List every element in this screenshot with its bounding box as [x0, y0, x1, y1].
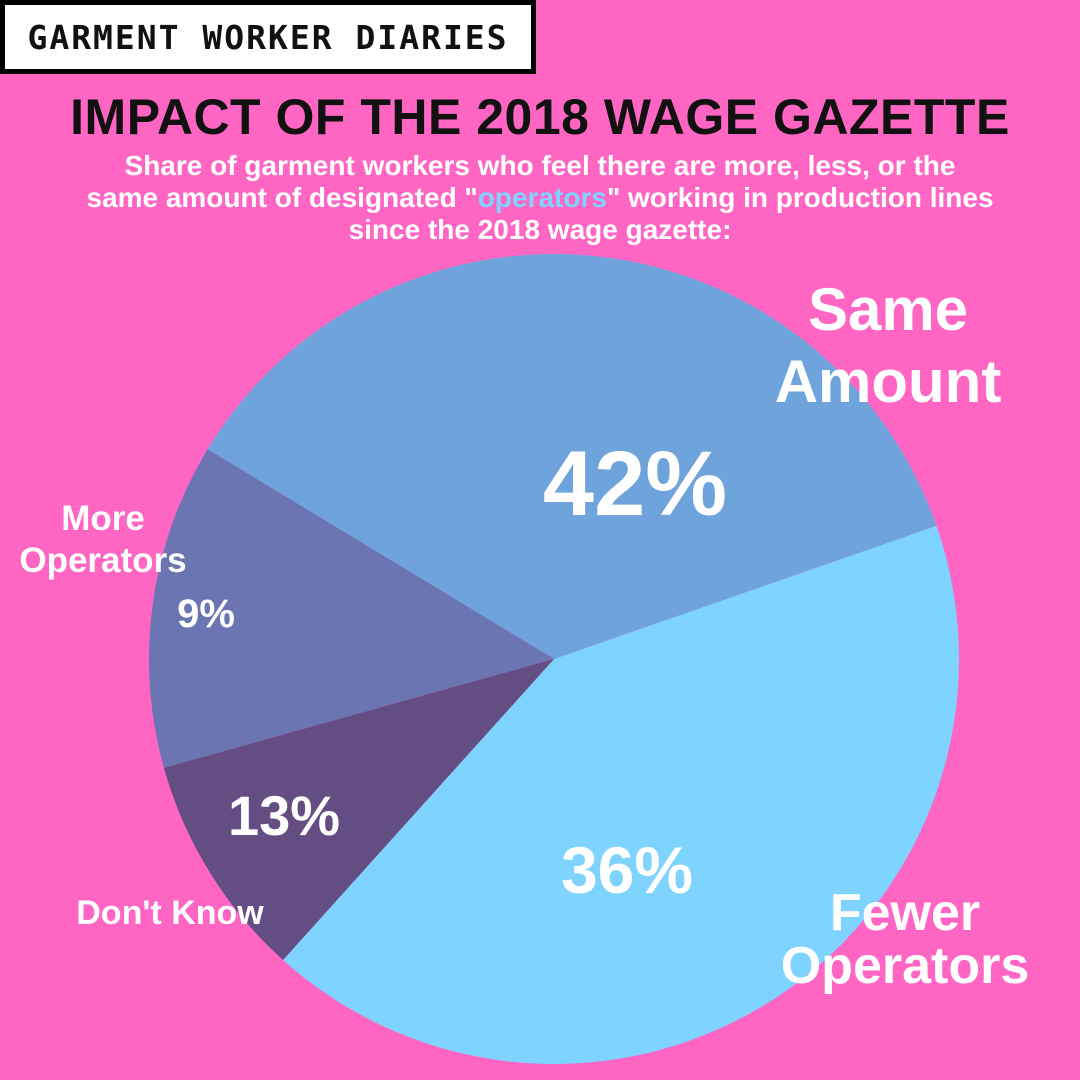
- slice-name-label-don-t-know: Don't Know: [76, 894, 264, 932]
- subtitle-line-2-start: same amount of designated ": [86, 182, 478, 213]
- pie-slice-more-operators: [163, 659, 554, 960]
- slice-value-label-more-operators: 9%: [177, 592, 235, 636]
- subtitle: Share of garment workers who feel there …: [0, 150, 1080, 246]
- subtitle-line-2: same amount of designated "operators" wo…: [0, 182, 1080, 214]
- slice-name-label-same-amount: Same Amount: [775, 276, 1002, 415]
- slice-value-label-don-t-know: 13%: [228, 784, 340, 847]
- brand-label: GARMENT WORKER DIARIES: [0, 0, 536, 74]
- subtitle-line-1: Share of garment workers who feel there …: [124, 150, 956, 181]
- subtitle-line-3: since the 2018 wage gazette:: [348, 214, 732, 245]
- slice-value-label-fewer-operators: 36%: [561, 833, 693, 907]
- slice-name-label-more-operators: More Operators: [19, 499, 186, 580]
- pie-slice-same-amount: [283, 525, 960, 1064]
- subtitle-line-2-end: " working in production lines: [606, 182, 994, 213]
- page-title: IMPACT OF THE 2018 WAGE GAZETTE: [70, 89, 1010, 145]
- pie-slice-fewer-operators: [207, 254, 937, 659]
- slice-name-label-fewer-operators: Fewer Operators: [781, 884, 1030, 995]
- pie-slice-don-t-know: [149, 449, 555, 768]
- slice-value-label-same-amount: 42%: [543, 433, 727, 535]
- subtitle-highlight: operators: [477, 182, 607, 213]
